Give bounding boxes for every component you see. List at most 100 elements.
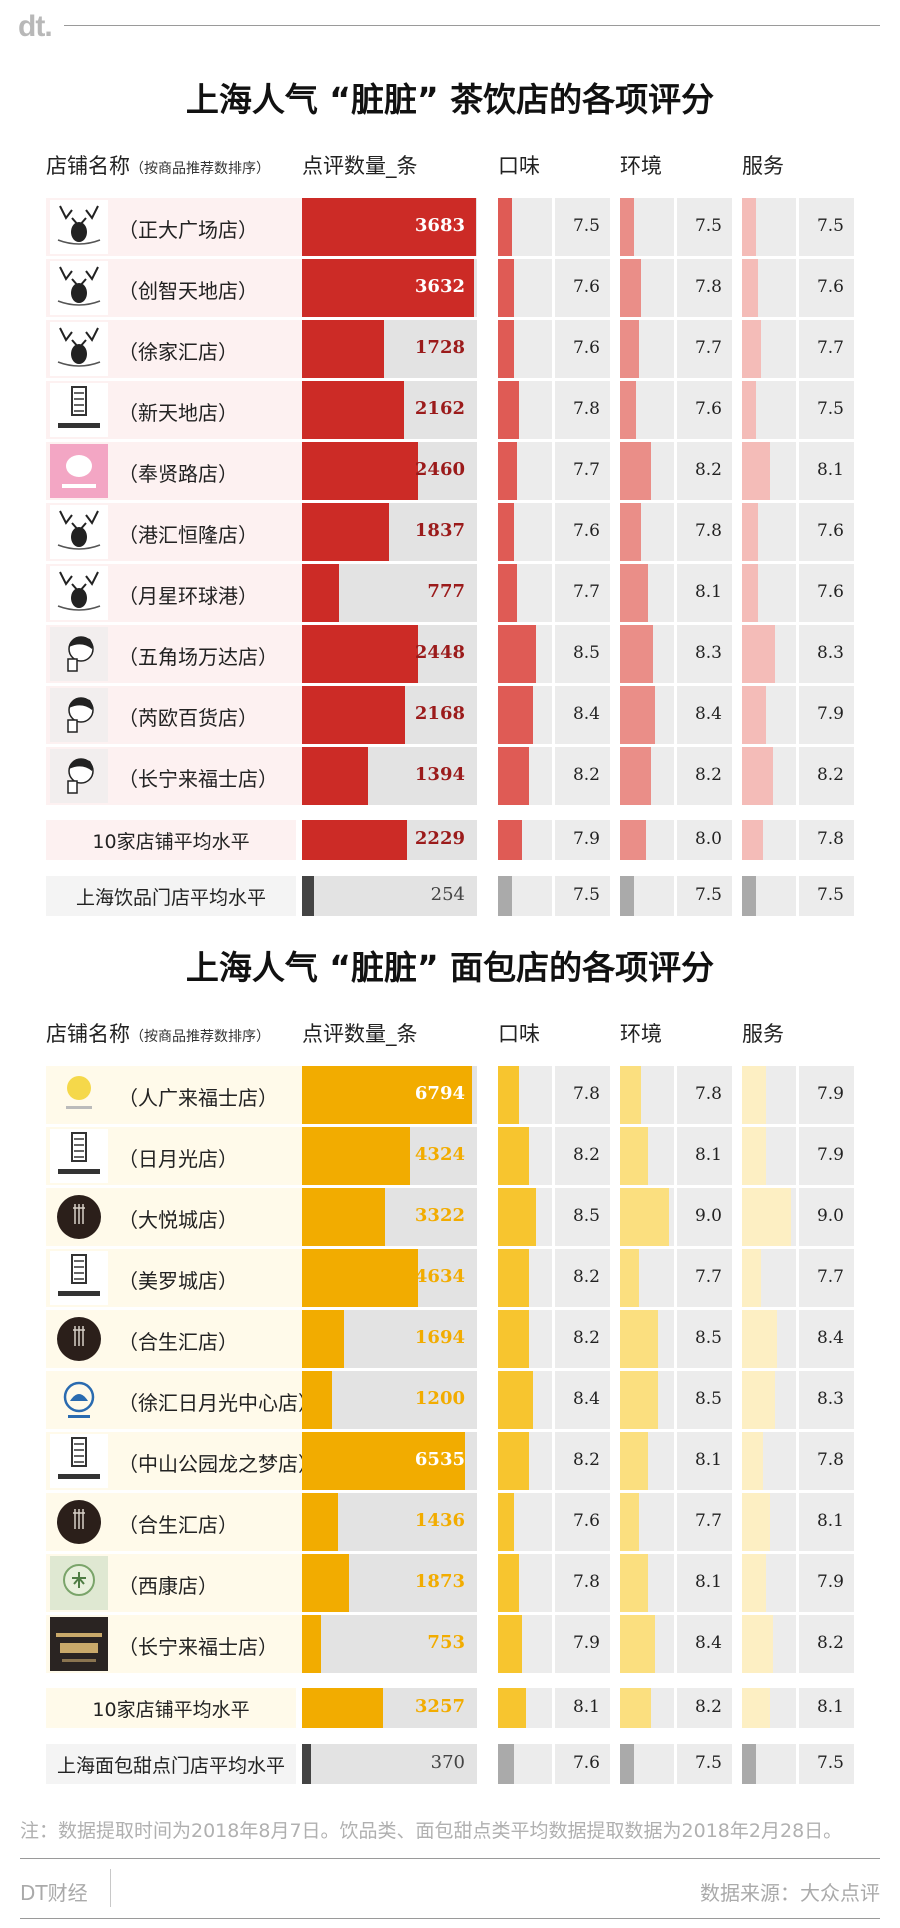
taste-score-track bbox=[498, 503, 552, 561]
service-score-track bbox=[742, 259, 796, 317]
average-service-score-bar bbox=[742, 1688, 771, 1728]
review-count-bar bbox=[302, 1310, 345, 1368]
service-score-bar bbox=[742, 625, 775, 683]
service-score-value: 7.9 bbox=[816, 1145, 844, 1165]
city-taste-score-bar bbox=[498, 876, 513, 916]
average-row: 10家店铺平均水平 2229 7.9 8.0 7.8 bbox=[0, 820, 900, 860]
service-score-track bbox=[742, 1432, 796, 1490]
taste-score-track bbox=[498, 686, 552, 744]
service-score-track bbox=[742, 198, 796, 256]
env-score-value-box: 7.5 bbox=[677, 198, 732, 256]
env-score-track bbox=[620, 1310, 674, 1368]
column-header-count: 点评数量_条 bbox=[302, 1022, 418, 1046]
column-header-store: 店铺名称（按商品推荐数排序） bbox=[46, 152, 270, 183]
review-count-bar bbox=[302, 198, 477, 256]
review-count-value: 2460 bbox=[414, 459, 465, 480]
review-count-bar bbox=[302, 503, 389, 561]
column-header-store-note: （按商品推荐数排序） bbox=[130, 161, 270, 177]
service-score-track bbox=[742, 320, 796, 378]
store-row: （大悦城店） 3322 8.5 9.0 9.0 bbox=[0, 1188, 900, 1246]
city-taste-score-bar bbox=[498, 1744, 515, 1784]
env-score-column: 7.8 bbox=[620, 503, 732, 561]
city-count-value: 370 bbox=[430, 1752, 465, 1773]
env-score-value-box: 8.1 bbox=[677, 1127, 732, 1185]
footer-brand: DT财经 bbox=[20, 1881, 88, 1905]
env-score-column: 8.4 bbox=[620, 1615, 732, 1673]
service-score-value-box: 8.3 bbox=[799, 625, 854, 683]
footer-rule-top bbox=[20, 1858, 880, 1859]
env-score-bar bbox=[620, 259, 642, 317]
review-count-bar bbox=[302, 747, 368, 805]
service-score-value: 8.2 bbox=[816, 1633, 844, 1653]
service-score-value-box: 7.9 bbox=[799, 1554, 854, 1612]
store-name: （港汇恒隆店） bbox=[118, 523, 258, 547]
store-row: （西康店） 1873 7.8 8.1 7.9 bbox=[0, 1554, 900, 1612]
deer-logo bbox=[50, 322, 108, 376]
review-count-bar bbox=[302, 442, 419, 500]
env-score-value-box: 8.1 bbox=[677, 1432, 732, 1490]
average-env-score-value-box: 8.0 bbox=[677, 820, 732, 860]
env-score-bar bbox=[620, 1554, 649, 1612]
service-score-value-box: 8.2 bbox=[799, 747, 854, 805]
service-score-bar bbox=[742, 1249, 761, 1307]
average-label-background bbox=[46, 820, 296, 860]
city-label-background bbox=[46, 876, 296, 916]
taste-score-bar bbox=[498, 1493, 515, 1551]
env-score-column: 7.7 bbox=[620, 320, 732, 378]
store-row: （港汇恒隆店） 1837 7.6 7.8 7.6 bbox=[0, 503, 900, 561]
dark-circle-logo bbox=[50, 1312, 108, 1366]
service-score-column: 7.7 bbox=[742, 320, 854, 378]
env-score-bar bbox=[620, 1615, 656, 1673]
service-score-value: 7.9 bbox=[816, 1572, 844, 1592]
env-score-track bbox=[620, 1249, 674, 1307]
service-score-value: 7.6 bbox=[816, 521, 844, 541]
review-count-bar bbox=[302, 1371, 332, 1429]
taste-score-column: 7.9 bbox=[498, 1615, 610, 1673]
env-score-value-box: 8.5 bbox=[677, 1310, 732, 1368]
average-service-score-track bbox=[742, 1688, 796, 1728]
env-score-bar bbox=[620, 1127, 649, 1185]
review-count-track: 1394 bbox=[302, 747, 477, 805]
review-count-track: 777 bbox=[302, 564, 477, 622]
service-score-track bbox=[742, 564, 796, 622]
store-name: （长宁来福士店） bbox=[118, 767, 278, 791]
city-env-score-bar bbox=[620, 1744, 635, 1784]
city-service-score-bar bbox=[742, 1744, 757, 1784]
service-score-value: 9.0 bbox=[816, 1206, 844, 1226]
env-score-column: 7.7 bbox=[620, 1249, 732, 1307]
service-score-track bbox=[742, 1554, 796, 1612]
service-score-bar bbox=[742, 1493, 771, 1551]
service-score-value-box: 7.6 bbox=[799, 503, 854, 561]
taste-score-value: 7.6 bbox=[572, 1511, 600, 1531]
service-score-track bbox=[742, 747, 796, 805]
taste-score-column: 7.8 bbox=[498, 1554, 610, 1612]
service-score-value-box: 7.5 bbox=[799, 381, 854, 439]
store-name: （徐家汇店） bbox=[118, 340, 238, 364]
taste-score-bar bbox=[498, 1554, 520, 1612]
column-header-taste: 口味 bbox=[498, 154, 540, 178]
env-score-track bbox=[620, 1127, 674, 1185]
city-taste-score-value-box: 7.6 bbox=[555, 1744, 610, 1784]
service-score-value: 7.9 bbox=[816, 704, 844, 724]
service-score-column: 9.0 bbox=[742, 1188, 854, 1246]
env-score-value-box: 8.2 bbox=[677, 747, 732, 805]
average-count-bar bbox=[302, 820, 408, 860]
env-score-track bbox=[620, 1615, 674, 1673]
review-count-track: 4634 bbox=[302, 1249, 477, 1307]
taste-score-bar bbox=[498, 1188, 536, 1246]
env-score-value-box: 7.8 bbox=[677, 259, 732, 317]
review-count-track: 753 bbox=[302, 1615, 477, 1673]
city-taste-score-value: 7.6 bbox=[572, 1753, 600, 1773]
footer-rule-bottom bbox=[20, 1918, 880, 1919]
lelecha-logo bbox=[50, 1129, 108, 1183]
taste-score-value-box: 7.6 bbox=[555, 320, 610, 378]
taste-score-bar bbox=[498, 1310, 529, 1368]
review-count-track: 1436 bbox=[302, 1493, 477, 1551]
service-score-column: 8.1 bbox=[742, 1493, 854, 1551]
average-row: 10家店铺平均水平 3257 8.1 8.2 8.1 bbox=[0, 1688, 900, 1728]
taste-score-column: 7.6 bbox=[498, 503, 610, 561]
taste-score-value: 7.8 bbox=[572, 1084, 600, 1104]
taste-score-bar bbox=[498, 1615, 522, 1673]
review-count-track: 2448 bbox=[302, 625, 477, 683]
review-count-value: 1436 bbox=[414, 1510, 465, 1531]
